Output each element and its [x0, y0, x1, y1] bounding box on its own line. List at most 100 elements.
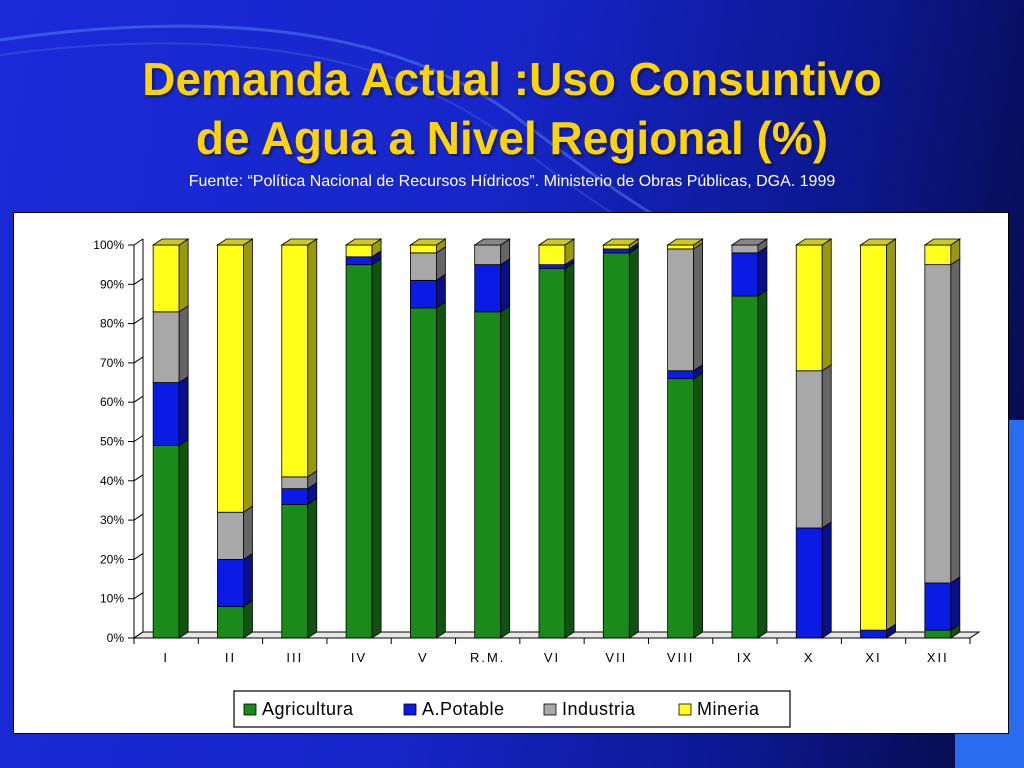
- bar-segment: [602, 252, 630, 639]
- bar-segment-side: [757, 289, 768, 639]
- x-tick-label: IV: [351, 650, 367, 665]
- bar-segment: [602, 244, 630, 250]
- bar-segment: [924, 629, 952, 639]
- y-tick-diag: [133, 552, 144, 560]
- bar-segment-side: [178, 305, 189, 384]
- bar-segment: [474, 244, 502, 266]
- x-tick-label: XI: [865, 650, 881, 665]
- y-tick-diag: [133, 631, 144, 639]
- bar-top: [923, 238, 962, 246]
- bar-segment: [345, 264, 373, 639]
- x-tick-label: V: [418, 650, 429, 665]
- y-tick-diag: [133, 395, 144, 403]
- bar-top: [537, 238, 576, 246]
- legend-label: Mineria: [697, 699, 760, 719]
- bar-segment: [281, 244, 309, 478]
- bar-segment: [152, 382, 180, 446]
- bar-segment-side: [178, 238, 189, 313]
- bar-segment-side: [693, 371, 704, 639]
- bar-segment: [860, 629, 887, 639]
- bar-segment: [795, 527, 823, 639]
- x-tick-label: XII: [927, 650, 949, 665]
- x-tick-label: III: [286, 650, 303, 665]
- y-tick-diag: [133, 317, 144, 325]
- y-tick-label: 50%: [100, 435, 124, 449]
- y-tick-label: 0%: [107, 631, 125, 645]
- x-tick-label: X: [804, 650, 815, 665]
- bar-segment: [217, 606, 244, 639]
- bar-top: [151, 238, 190, 246]
- bar-segment-side: [307, 497, 318, 639]
- bar-segment: [474, 264, 502, 313]
- bar-segment-side: [757, 246, 768, 297]
- x-tick-label: II: [225, 650, 236, 665]
- slide-title-line1: Demanda Actual :Uso Consuntivo: [142, 53, 882, 105]
- y-tick-label: 40%: [100, 474, 124, 488]
- bar-segment-side: [500, 305, 511, 639]
- bar-segment: [217, 244, 244, 513]
- bar-segment-side: [950, 576, 961, 631]
- stacked-bar-chart: 0%10%20%30%40%50%60%70%80%90%100%I II III I…: [93, 238, 981, 728]
- y-tick-label: 20%: [100, 552, 124, 566]
- bar-top: [601, 238, 640, 246]
- bar-segment: [409, 307, 437, 639]
- legend-label: Agricultura: [262, 699, 354, 719]
- legend-swatch: [243, 703, 257, 716]
- y-tick-diag: [133, 513, 144, 521]
- x-tick-label: R.M.: [470, 650, 505, 665]
- bar-top: [666, 238, 704, 246]
- bar-segment: [795, 244, 823, 372]
- slide-title-line2: de Agua a Nivel Regional (%): [195, 112, 829, 164]
- y-tick-diag: [133, 277, 144, 285]
- bar-segment: [731, 244, 759, 254]
- bar-segment-side: [821, 521, 832, 639]
- legend-swatch: [403, 703, 417, 716]
- x-tick-label: VII: [605, 650, 627, 665]
- y-tick-label: 100%: [93, 238, 124, 252]
- bar-top: [409, 238, 447, 246]
- bar-segment-side: [371, 257, 382, 639]
- bar-segment-side: [821, 238, 832, 372]
- bar-segment-side: [435, 301, 446, 639]
- bar-segment-side: [243, 238, 253, 513]
- legend-swatch: [543, 703, 557, 716]
- y-tick-label: 10%: [100, 592, 124, 606]
- legend-swatch: [678, 703, 692, 716]
- bar-segment: [474, 311, 502, 639]
- bar-segment: [924, 264, 952, 584]
- bar-segment: [860, 244, 887, 631]
- y-tick-diag: [133, 592, 144, 600]
- bar-segment: [152, 244, 180, 313]
- bar-segment: [667, 378, 695, 639]
- bar-segment: [924, 582, 952, 631]
- y-tick-label: 90%: [100, 277, 124, 291]
- bar-segment: [795, 370, 823, 529]
- x-tick-label: VI: [544, 650, 560, 665]
- bar-segment-side: [564, 261, 575, 639]
- bar-segment: [538, 244, 566, 266]
- bar-top: [473, 238, 512, 246]
- y-tick-diag: [133, 474, 144, 482]
- bar-segment-side: [950, 257, 961, 584]
- bar-segment-side: [628, 246, 639, 639]
- bar-segment: [731, 252, 759, 297]
- bar-segment: [667, 248, 695, 372]
- y-tick-label: 30%: [100, 513, 124, 527]
- bar-segment: [152, 311, 180, 383]
- bar-segment-side: [307, 238, 318, 478]
- x-tick-label: I: [163, 650, 169, 665]
- bar-segment: [924, 244, 952, 266]
- y-tick-label: 80%: [100, 317, 124, 331]
- bar-segment: [409, 252, 437, 281]
- bar-segment: [281, 476, 309, 490]
- bar-segment: [667, 244, 695, 250]
- bar-segment: [409, 279, 437, 309]
- bar-top: [859, 238, 897, 246]
- slide-source: Fuente: “Política Nacional de Recursos H…: [188, 173, 836, 190]
- bar-segment: [602, 248, 630, 254]
- bar-segment-side: [178, 375, 189, 447]
- legend-label: A.Potable: [422, 699, 505, 719]
- bar-segment: [217, 558, 244, 607]
- bar-segment: [345, 256, 373, 266]
- bar-segment: [538, 264, 566, 269]
